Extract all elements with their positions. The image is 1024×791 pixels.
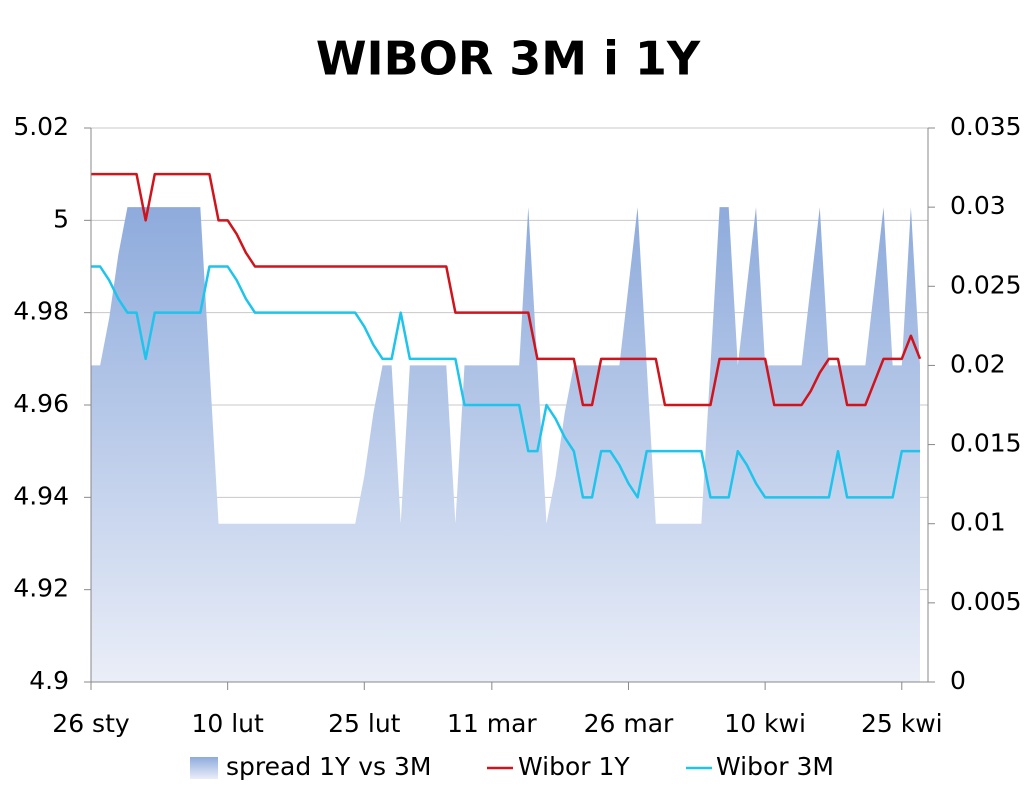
legend-label: Wibor 1Y <box>518 752 630 781</box>
series-line <box>91 172 922 407</box>
legend-swatch <box>190 757 218 779</box>
y-tick-label: 4.9 <box>29 666 69 695</box>
y-tick-label: 4.98 <box>13 297 69 326</box>
y2-tick-label: 0.015 <box>950 429 1022 458</box>
y2-tick-label: 0.025 <box>950 270 1022 299</box>
y2-tick-label: 0.035 <box>950 112 1022 141</box>
y-tick-label: 5 <box>53 204 69 233</box>
legend-label: Wibor 3M <box>716 752 834 781</box>
y2-tick-label: 0.03 <box>950 191 1006 220</box>
chart-title: WIBOR 3M i 1Y <box>316 32 701 86</box>
y2-tick-label: 0 <box>950 666 966 695</box>
y-tick-label: 4.96 <box>13 389 69 418</box>
x-tick-label: 26 sty <box>52 709 130 738</box>
x-tick-label: 25 kwi <box>861 709 943 738</box>
y-tick-label: 4.92 <box>13 574 69 603</box>
x-tick-label: 25 lut <box>328 709 401 738</box>
x-tick-label: 26 mar <box>584 709 674 738</box>
spread-area <box>91 207 920 682</box>
y-tick-label: 5.02 <box>13 112 69 141</box>
y-tick-label: 4.94 <box>13 481 69 510</box>
y2-tick-label: 0.01 <box>950 508 1006 537</box>
y2-tick-label: 0.02 <box>950 349 1006 378</box>
x-tick-label: 10 lut <box>191 709 264 738</box>
x-tick-label: 11 mar <box>447 709 537 738</box>
y2-tick-label: 0.005 <box>950 587 1022 616</box>
series-line <box>91 265 920 499</box>
x-tick-label: 10 kwi <box>724 709 806 738</box>
legend-label: spread 1Y vs 3M <box>226 752 432 781</box>
